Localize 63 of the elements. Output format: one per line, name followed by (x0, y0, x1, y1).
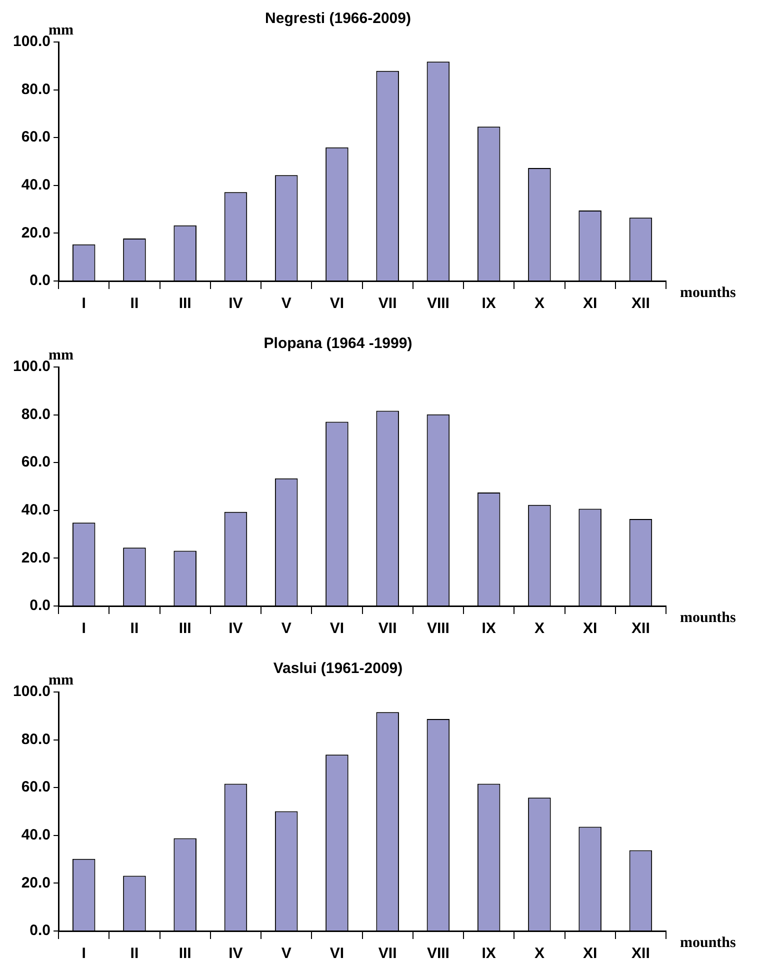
x-tick-label: VI (330, 295, 344, 312)
y-tick-label: 20.0 (21, 874, 51, 892)
x-tick-label: VII (378, 295, 397, 312)
x-tick-label: I (82, 945, 86, 962)
x-tick-label: VIII (426, 620, 450, 638)
chart-title: Vaslui (1961-2009) (273, 660, 403, 678)
x-tick-label: VIII (426, 295, 450, 312)
x-tick-label: XI (582, 945, 598, 962)
y-tick-label: 0.0 (30, 597, 51, 614)
x-tick-label: XII (632, 945, 650, 962)
y-axis-title: mm (48, 672, 74, 688)
x-tick-label: VI (330, 620, 344, 638)
y-tick-label: 0.0 (30, 272, 51, 290)
y-tick-label: 80.0 (21, 80, 51, 98)
x-tick-label: X (534, 620, 544, 638)
y-tick-label: 60.0 (21, 128, 51, 146)
y-tick-label: 0.0 (30, 922, 51, 940)
y-tick-label: 80.0 (21, 406, 51, 423)
y-tick-label: 100.0 (12, 358, 51, 376)
x-tick-label: I (82, 620, 86, 638)
x-tick-label: VI (330, 945, 344, 962)
x-tick-label: IX (482, 620, 496, 638)
x-tick-label: IX (482, 945, 496, 962)
x-tick-label: III (178, 295, 192, 312)
x-tick-label: X (534, 945, 544, 962)
x-tick-label: II (130, 295, 139, 312)
x-tick-label: XI (582, 295, 598, 312)
x-tick-label: I (82, 295, 86, 312)
x-tick-label: IV (228, 945, 243, 962)
y-tick-label: 80.0 (21, 730, 51, 748)
chart-title: Negresti (1966-2009) (265, 10, 411, 28)
y-tick-label: 20.0 (21, 549, 51, 566)
y-tick-label: 60.0 (21, 454, 51, 471)
x-axis-title: mounths (680, 934, 736, 951)
y-axis-title: mm (48, 347, 74, 364)
y-tick-label: 100.0 (12, 683, 51, 700)
x-tick-label: II (130, 945, 139, 962)
y-tick-label: 60.0 (21, 778, 51, 796)
x-tick-label: III (178, 620, 192, 638)
x-axis-title: mounths (680, 284, 736, 301)
chart-title: Plopana (1964 -1999) (264, 335, 412, 352)
y-tick-label: 40.0 (21, 502, 51, 519)
x-tick-label: VII (378, 945, 397, 962)
x-tick-label: VIII (426, 945, 450, 962)
y-tick-label: 40.0 (21, 826, 51, 844)
x-tick-label: V (281, 295, 292, 312)
x-axis-title: mounths (680, 610, 736, 626)
y-tick-label: 40.0 (21, 176, 51, 194)
x-tick-label: IX (482, 295, 496, 312)
x-tick-label: XII (632, 620, 650, 638)
x-tick-label: IV (228, 295, 243, 312)
y-axis-title: mm (48, 22, 74, 38)
x-tick-label: V (281, 620, 292, 638)
x-tick-label: II (130, 620, 139, 638)
x-tick-label: V (281, 945, 292, 962)
y-tick-label: 100.0 (12, 33, 51, 50)
x-tick-label: IV (228, 620, 243, 638)
x-tick-label: III (178, 945, 192, 962)
x-tick-label: VII (378, 620, 397, 638)
x-tick-label: X (534, 295, 544, 312)
x-tick-label: XI (582, 620, 598, 638)
y-tick-label: 20.0 (21, 224, 51, 242)
x-tick-label: XII (632, 295, 650, 312)
